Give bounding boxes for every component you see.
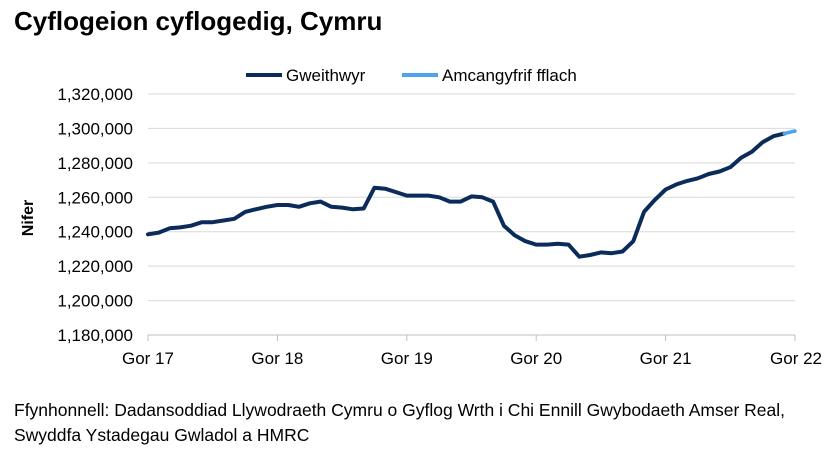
legend-label-gweithwyr: Gweithwyr [286,66,366,85]
x-tick-label: Gor 21 [640,349,692,368]
legend: Gweithwyr Amcangyfrif fflach [246,66,577,85]
series-lines [146,129,797,259]
y-tick-label: 1,300,000 [57,119,133,138]
x-tick-label: Gor 22 [770,349,822,368]
y-tick-label: 1,320,000 [57,85,133,104]
y-tick-label: 1,240,000 [57,223,133,242]
line-chart: 1,180,000 1,200,000 1,220,000 1,240,000 1,26… [20,66,822,368]
x-tick-label: Gor 19 [381,349,433,368]
x-tick-label: Gor 18 [251,349,303,368]
series-line-gweithwyr [146,131,787,259]
y-tick-label: 1,200,000 [57,292,133,311]
y-tick-label: 1,260,000 [57,188,133,207]
legend-label-amcangyfrif-fflach: Amcangyfrif fflach [442,66,577,85]
series-line-amcangyfrif-fflach [782,129,797,136]
y-tick-label: 1,220,000 [57,257,133,276]
y-tick-label: 1,180,000 [57,326,133,345]
y-axis-tick-labels: 1,180,000 1,200,000 1,220,000 1,240,000 1,26… [57,85,133,345]
x-tick-label: Gor 20 [510,349,562,368]
y-axis-label: Nifer [20,200,37,236]
x-tick-label: Gor 17 [122,349,174,368]
y-tick-label: 1,280,000 [57,154,133,173]
gridlines [148,93,795,302]
source-note: Ffynhonnell: Dadansoddiad Llywodraeth Cy… [14,400,786,445]
x-axis-tick-labels: Gor 17 Gor 18 Gor 19 Gor 20 Gor 21 Gor 22 [122,335,822,368]
chart-title: Cyflogeion cyflogedig, Cymru [14,6,383,36]
